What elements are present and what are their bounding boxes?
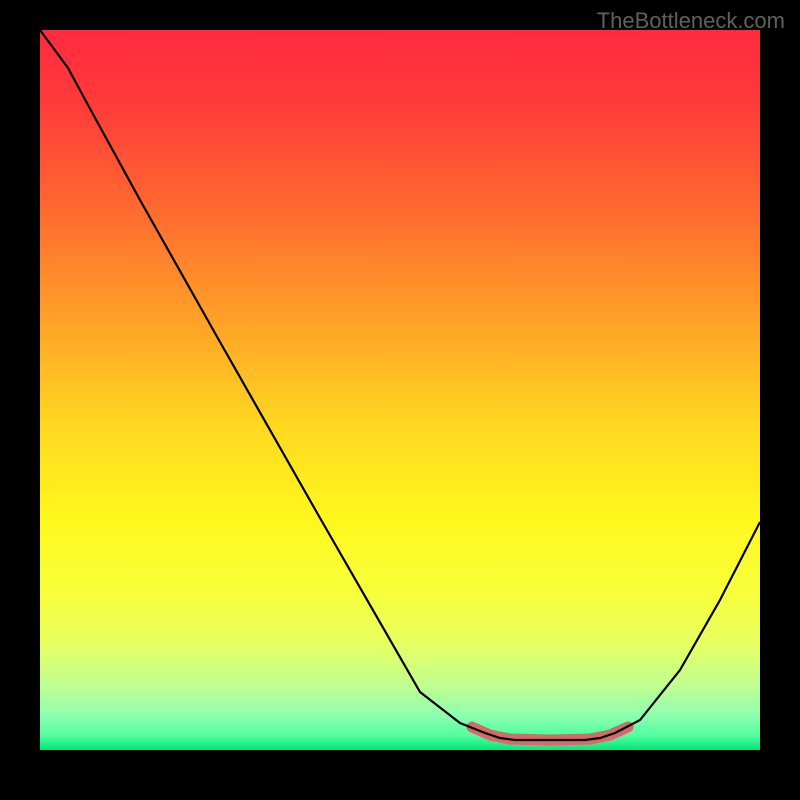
- chart-container: TheBottleneck.com: [0, 0, 800, 800]
- watermark-text: TheBottleneck.com: [597, 8, 785, 34]
- plot-area: [40, 30, 760, 750]
- gradient-background: [40, 30, 760, 750]
- chart-svg: [40, 30, 760, 750]
